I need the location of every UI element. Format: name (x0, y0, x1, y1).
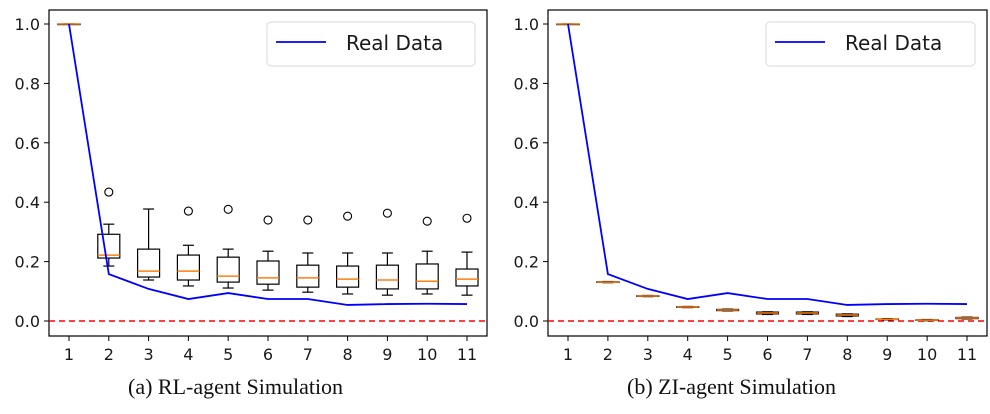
box-6 (755, 311, 780, 316)
box-3 (137, 208, 161, 281)
x-tick-label: 9 (382, 345, 392, 364)
x-tick-label: 1 (64, 345, 74, 364)
y-tick-label: 0.2 (514, 253, 539, 272)
y-tick-label: 1.0 (15, 15, 40, 34)
box-11 (455, 213, 479, 296)
box-iqr (455, 268, 479, 287)
y-tick-label: 0.8 (514, 74, 539, 93)
box-2 (596, 280, 620, 284)
x-tick-label: 11 (457, 345, 477, 364)
outlier-point (382, 208, 392, 218)
real-data-line (567, 23, 968, 306)
outlier-point (223, 204, 233, 214)
x-tick-label: 10 (417, 345, 437, 364)
box-7 (795, 311, 820, 316)
panel-rl-agent: 0.0 0.2 0.4 0.6 0.8 1.0 1 2 3 4 5 6 7 8 9 10 11 Real Data (15, 9, 488, 364)
legend-box (765, 21, 976, 67)
box-3 (636, 294, 660, 298)
y-tick-label: 0.4 (15, 193, 40, 212)
y-tick-label: 0.6 (15, 134, 40, 153)
x-tick-label: 4 (683, 345, 693, 364)
outlier-point (462, 213, 472, 223)
box-iqr (97, 233, 121, 259)
x-tick-label: 6 (263, 345, 273, 364)
outlier-point (343, 211, 353, 221)
box-7 (296, 215, 320, 293)
box-iqr (336, 265, 360, 288)
x-tick-label: 8 (842, 345, 852, 364)
x-tick-label: 8 (343, 345, 353, 364)
y-tick-label: 0.0 (514, 312, 539, 331)
x-tick-label: 6 (762, 345, 772, 364)
box-9 (875, 318, 899, 321)
box-iqr (256, 260, 280, 285)
x-tick-label: 1 (563, 345, 573, 364)
legend-label: Real Data (845, 31, 942, 55)
y-tick-label: 0.4 (514, 193, 539, 212)
x-tick-label: 3 (643, 345, 653, 364)
legend-box (266, 21, 476, 67)
x-tick-label: 10 (917, 345, 937, 364)
panel-zi-agent: 0.0 0.2 0.4 0.6 0.8 1.0 1 2 3 4 5 6 7 8 9 10 11 Real Data (514, 9, 988, 364)
box-iqr (176, 254, 200, 281)
box-iqr (415, 263, 439, 290)
y-tick-label: 0.2 (15, 253, 40, 272)
outlier-point (422, 216, 432, 226)
outlier-point (263, 215, 273, 225)
y-tick-label: 0.8 (15, 74, 40, 93)
x-tick-label: 4 (183, 345, 193, 364)
outlier-point (183, 206, 193, 216)
box-iqr (375, 264, 399, 290)
box-10 (415, 216, 439, 295)
box-iqr (216, 256, 240, 283)
box-4 (176, 206, 200, 287)
y-tick-label: 0.0 (15, 312, 40, 331)
x-tick-label: 3 (144, 345, 154, 364)
box-iqr (296, 264, 320, 288)
box-10 (915, 318, 939, 322)
legend: Real Data (266, 21, 476, 67)
x-tick-label: 7 (303, 345, 313, 364)
box-8 (835, 313, 859, 318)
x-tick-label: 9 (882, 345, 892, 364)
x-tick-label: 5 (723, 345, 733, 364)
y-tick-label: 1.0 (514, 15, 539, 34)
box-5 (216, 204, 240, 289)
box-4 (676, 305, 700, 309)
box-iqr (137, 248, 161, 278)
caption-rl-agent: (a) RL-agent Simulation (128, 374, 344, 399)
box-2 (97, 187, 121, 267)
x-tick-label: 5 (223, 345, 233, 364)
real-data-line (68, 23, 468, 306)
legend: Real Data (765, 21, 976, 67)
y-tick-label: 0.6 (514, 134, 539, 153)
box-11 (955, 316, 979, 320)
x-tick-label: 7 (802, 345, 812, 364)
x-tick-label: 2 (104, 345, 114, 364)
legend-label: Real Data (346, 31, 443, 55)
x-tick-label: 11 (957, 345, 977, 364)
x-tick-label: 2 (603, 345, 613, 364)
box-9 (375, 208, 399, 296)
outlier-point (104, 187, 114, 197)
caption-zi-agent: (b) ZI-agent Simulation (627, 374, 836, 399)
box-8 (336, 211, 360, 295)
box-5 (715, 308, 740, 312)
outlier-point (303, 215, 313, 225)
box-6 (256, 215, 280, 291)
